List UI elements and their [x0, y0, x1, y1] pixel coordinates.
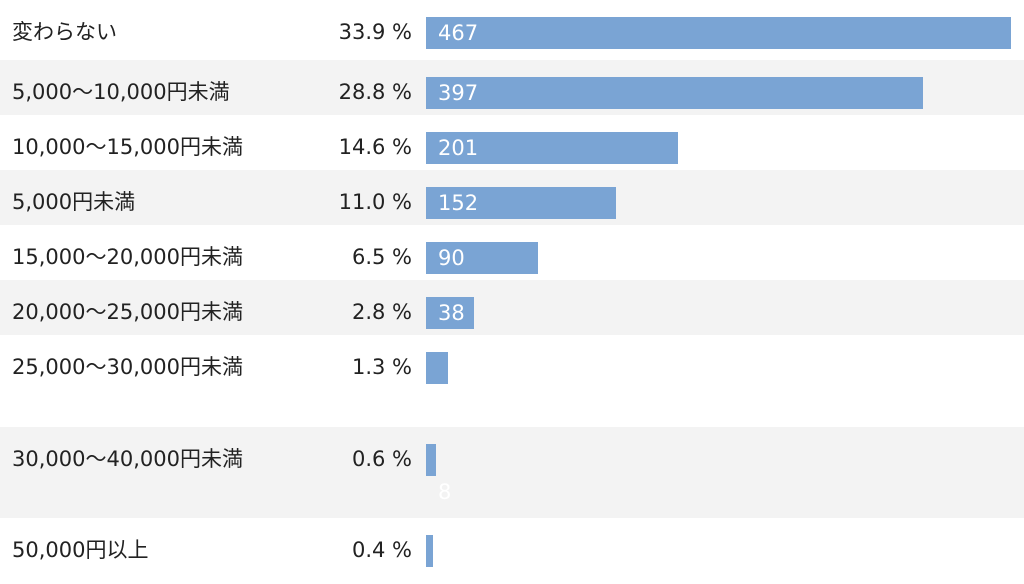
bar [426, 187, 616, 219]
chart-row: 5,000〜10,000円未満 28.8 % 397 [0, 60, 1024, 115]
percent-label: 28.8 % [338, 80, 412, 104]
category-label: 30,000〜40,000円未満 [12, 447, 243, 471]
bar [426, 242, 538, 274]
bar [426, 297, 474, 329]
percent-label: 0.6 % [351, 447, 412, 471]
bar [426, 17, 1011, 49]
count-label: 467 [438, 21, 479, 45]
chart-row: 50,000円以上 0.4 % [0, 518, 1024, 584]
percent-label: 11.0 % [338, 190, 412, 214]
count-label: 38 [438, 301, 465, 325]
bar [426, 535, 433, 567]
bar [426, 77, 923, 109]
bar [426, 444, 436, 476]
category-label: 5,000〜10,000円未満 [12, 80, 230, 104]
count-label: 152 [438, 191, 479, 215]
chart-row: 10,000〜15,000円未満 14.6 % 201 [0, 115, 1024, 170]
chart-row: 15,000〜20,000円未満 6.5 % 90 [0, 225, 1024, 280]
bar [426, 132, 678, 164]
chart-row: 変わらない 33.9 % 467 [0, 0, 1024, 60]
percent-label: 1.3 % [351, 355, 412, 379]
category-label: 25,000〜30,000円未満 [12, 355, 243, 379]
category-label: 20,000〜25,000円未満 [12, 300, 243, 324]
count-label: 90 [438, 246, 465, 270]
chart-row: 25,000〜30,000円未満 1.3 % [0, 335, 1024, 427]
category-label: 変わらない [12, 20, 117, 44]
count-label: 8 [438, 480, 452, 504]
percent-label: 33.9 % [338, 20, 412, 44]
category-label: 50,000円以上 [12, 538, 149, 562]
count-label: 397 [438, 81, 479, 105]
chart-row: 5,000円未満 11.0 % 152 [0, 170, 1024, 225]
chart-row: 20,000〜25,000円未満 2.8 % 38 [0, 280, 1024, 335]
bar [426, 352, 448, 384]
category-label: 10,000〜15,000円未満 [12, 135, 243, 159]
percent-label: 14.6 % [338, 135, 412, 159]
percent-label: 6.5 % [351, 245, 412, 269]
percent-label: 0.4 % [351, 538, 412, 562]
percent-label: 2.8 % [351, 300, 412, 324]
chart-row: 30,000〜40,000円未満 0.6 % 8 [0, 427, 1024, 518]
category-label: 5,000円未満 [12, 190, 136, 214]
count-label: 201 [438, 136, 479, 160]
category-label: 15,000〜20,000円未満 [12, 245, 243, 269]
